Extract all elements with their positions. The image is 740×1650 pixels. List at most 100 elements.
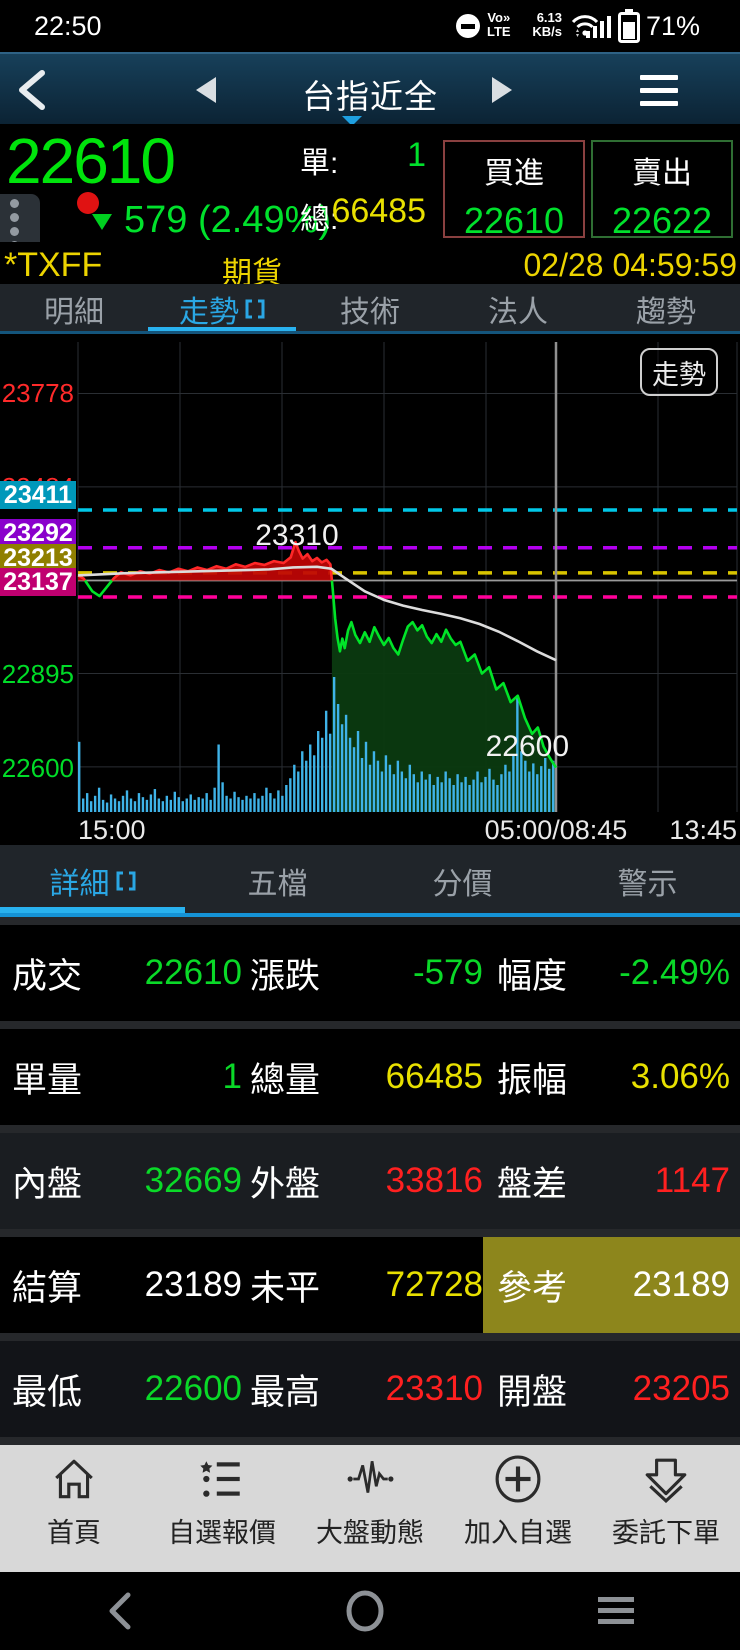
tab-detail-3[interactable]: 分價 — [370, 845, 555, 917]
tab-label: 詳細 — [49, 868, 110, 901]
row-label: 開盤 — [497, 1372, 568, 1412]
y-axis-label: 22600 — [1, 752, 74, 783]
android-home-icon[interactable] — [343, 1589, 387, 1633]
y-axis-chip: 23411 — [0, 481, 76, 509]
symbol-row: *TXFF 期貨 02/28 04:59:59 — [0, 242, 740, 290]
row-value: 23189 — [144, 1265, 242, 1304]
tab-label: 技術 — [340, 296, 400, 329]
y-axis-label: 23778 — [1, 378, 74, 409]
sell-price: 22622 — [611, 200, 713, 241]
battery-percent: 71% — [646, 11, 701, 41]
buy-price: 22610 — [463, 200, 565, 241]
chart-mode-button[interactable]: 走勢 — [640, 348, 718, 396]
x-axis-label: 05:00/08:45 — [484, 815, 628, 845]
sell-label: 賣出 — [632, 157, 692, 190]
back-icon[interactable] — [16, 70, 48, 110]
row-cell-group: 開盤 23205 — [483, 1341, 740, 1437]
market-pulse-icon — [347, 1461, 394, 1493]
android-back-icon[interactable] — [104, 1589, 134, 1633]
row-label: 結算 — [12, 1268, 83, 1308]
table-row[interactable]: 內盤 32669 外盤 33816 盤差 1147 — [0, 1133, 740, 1229]
table-row[interactable]: 最低 22600 最高 23310 開盤 23205 — [0, 1341, 740, 1437]
table-row[interactable]: 結算 23189 未平 72728 參考 23189 — [0, 1237, 740, 1333]
nav-item-home[interactable]: 首頁 — [0, 1445, 148, 1572]
network-speed: 6.13 KB/s — [532, 10, 562, 39]
tab-main-4[interactable]: 法人 — [444, 284, 592, 334]
row-label: 未平 — [250, 1268, 321, 1308]
home-icon — [55, 1459, 93, 1499]
sell-button[interactable]: 賣出 22622 — [591, 140, 733, 241]
row-cell-group: 盤差 1147 — [483, 1133, 740, 1229]
row-label: 振幅 — [497, 1060, 568, 1100]
detail-tabbar: 詳細 五檔 分價 警示 — [0, 845, 740, 917]
row-label: 幅度 — [497, 956, 568, 996]
tab-label: 分價 — [432, 868, 493, 901]
tab-detail-4[interactable]: 警示 — [555, 845, 740, 917]
do-not-disturb-icon — [456, 14, 480, 38]
table-row[interactable]: 單量 1 總量 66485 振幅 3.06% — [0, 1029, 740, 1125]
battery-icon — [618, 9, 640, 43]
status-bar: 22:50 Vo» LTE 6.13 KB/s 71% — [0, 0, 740, 52]
last-price: 22610 — [6, 125, 176, 197]
row-cell-group: 幅度 -2.49% — [483, 925, 740, 1021]
tab-label: 趨勢 — [636, 296, 696, 329]
android-recents-icon[interactable] — [596, 1589, 636, 1633]
nav-item-add-watchlist[interactable]: 加入自選 — [444, 1445, 592, 1572]
intraday-chart[interactable]: 走勢 2377823484228952260023411232922321323… — [0, 334, 740, 845]
y-axis-label: 22895 — [1, 658, 74, 689]
tab-main-2[interactable]: 走勢 — [148, 284, 296, 334]
row-value: 23189 — [632, 1265, 730, 1304]
table-row[interactable]: 成交 22610 漲跌 -579 幅度 -2.49% — [0, 925, 740, 1021]
tab-label: 五檔 — [247, 868, 308, 901]
expand-icon — [116, 871, 135, 891]
chart-canvas — [77, 342, 738, 812]
expand-icon — [245, 299, 265, 319]
row-value: 33816 — [385, 1161, 483, 1200]
tab-detail-2[interactable]: 五檔 — [185, 845, 370, 917]
tab-detail-1[interactable]: 詳細 — [0, 845, 185, 917]
row-label: 最高 — [250, 1372, 321, 1412]
detail-table: 成交 22610 漲跌 -579 幅度 -2.49% 單量 1 總量 66485 振幅 3.06% 內盤… — [0, 917, 740, 1445]
price-change: 579 (2.49%) — [124, 199, 332, 241]
watchlist-icon — [200, 1461, 240, 1497]
buy-button[interactable]: 買進 22610 — [443, 140, 585, 241]
total-value: 66485 — [331, 192, 426, 230]
nav-item-watchlist[interactable]: 自選報價 — [148, 1445, 296, 1572]
row-value: 22600 — [144, 1369, 242, 1408]
tabbar-baseline — [0, 913, 740, 917]
nav-item-label: 自選報價 — [168, 1518, 276, 1548]
total-label: 總: — [300, 203, 339, 236]
tab-main-3[interactable]: 技術 — [296, 284, 444, 334]
nav-item-label: 首頁 — [47, 1518, 101, 1548]
nav-item-label: 大盤動態 — [316, 1518, 424, 1548]
order-download-icon — [645, 1458, 687, 1503]
next-symbol-icon[interactable] — [492, 77, 512, 103]
tab-main-1[interactable]: 明細 — [0, 284, 148, 334]
active-tab-underline — [0, 907, 185, 917]
row-value: -2.49% — [619, 953, 730, 992]
tab-label: 走勢 — [179, 296, 239, 329]
row-label: 成交 — [12, 956, 83, 996]
quote-panel: 22610 579 (2.49%) 單: 1 總: 66485 買進 22610… — [0, 124, 740, 258]
tab-main-5[interactable]: 趨勢 — [592, 284, 740, 334]
tabbar-baseline — [0, 331, 740, 334]
price-annotation: 22600 — [485, 729, 570, 763]
row-value: 22610 — [144, 953, 242, 992]
row-label: 漲跌 — [250, 956, 321, 996]
nav-item-label: 加入自選 — [464, 1518, 572, 1548]
down-arrow-icon — [92, 214, 112, 230]
row-value: 3.06% — [630, 1057, 730, 1096]
volte-icon: Vo» LTE — [487, 10, 511, 39]
x-axis-label: 15:00 — [78, 815, 146, 845]
main-tabbar: 明細 走勢 技術 法人 趨勢 — [0, 284, 740, 334]
prev-symbol-icon[interactable] — [196, 77, 216, 103]
nav-item-order-download[interactable]: 委託下單 — [592, 1445, 740, 1572]
row-label: 總量 — [250, 1060, 321, 1100]
nav-item-label: 委託下單 — [612, 1518, 720, 1548]
nav-item-market-pulse[interactable]: 大盤動態 — [296, 1445, 444, 1572]
title-caret-icon[interactable] — [342, 116, 362, 126]
row-value: 1 — [222, 1057, 242, 1096]
y-axis-chip: 23213 — [0, 543, 76, 572]
menu-icon[interactable] — [640, 75, 678, 114]
bottom-nav: 首頁 自選報價 大盤動態 加入自選 委託下單 — [0, 1445, 740, 1572]
